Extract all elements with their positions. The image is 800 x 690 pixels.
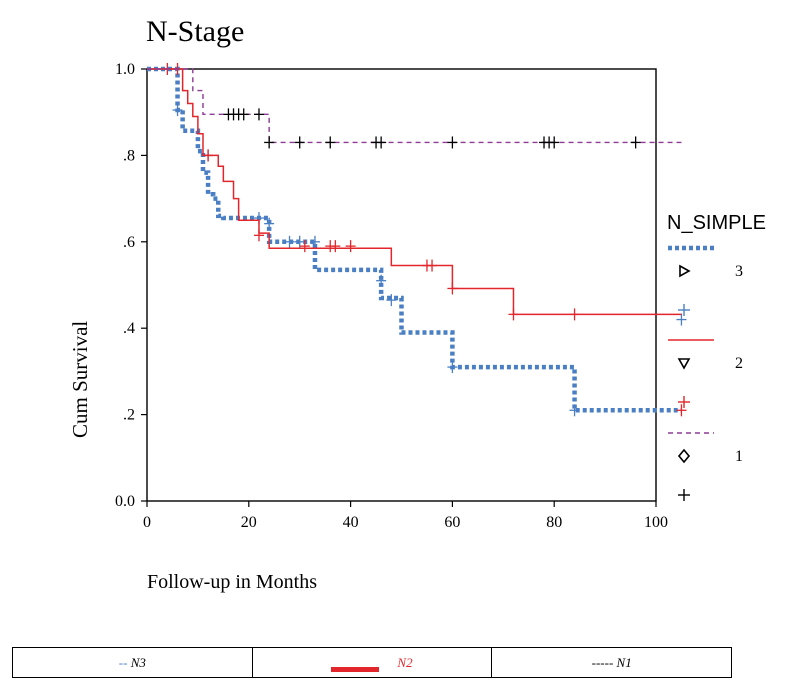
censor-mark-2 [203, 149, 214, 162]
plot-frame [146, 68, 657, 502]
y-axis: 0.0 .2 .4 .6 .8 1.0 [115, 61, 147, 510]
censor-mark-1 [447, 136, 458, 149]
x-tick-label: 40 [343, 514, 359, 531]
legend-label-1: 1 [735, 448, 743, 465]
x-tick-label: 80 [546, 514, 562, 531]
legend: N_SIMPLE 3 2 1 [667, 212, 766, 501]
censor-mark-3 [676, 313, 687, 326]
legend-n1-dash: ----- [591, 654, 617, 670]
y-tick-label: .8 [123, 147, 135, 164]
y-tick-label: 1.0 [115, 61, 135, 78]
censor-mark-2 [508, 308, 519, 321]
censor-mark-1 [376, 136, 387, 149]
km-curve-1 [147, 68, 682, 144]
legend-n1-label: N1 [616, 654, 632, 670]
chart-title: N-Stage [146, 15, 244, 48]
km-curve-2 [147, 68, 682, 316]
censor-mark-3 [172, 104, 183, 117]
y-axis-label: Cum Survival [68, 321, 92, 438]
legend-censor-1 [678, 489, 690, 501]
censor-mark-2 [569, 308, 580, 321]
x-axis: 0 20 40 60 80 100 [143, 501, 668, 531]
censor-mark-3 [264, 217, 275, 230]
y-tick-label: .6 [123, 234, 135, 251]
series-layer [147, 63, 687, 417]
censor-mark-3 [569, 404, 580, 417]
censor-mark-3 [309, 235, 320, 248]
censor-mark-2 [299, 240, 310, 253]
x-tick-label: 60 [444, 514, 460, 531]
legend-n2-label: N2 [397, 654, 413, 670]
censor-mark-1 [294, 136, 305, 149]
legend-symbol-3 [679, 264, 691, 278]
censor-mark-3 [284, 235, 295, 248]
censor-mark-1 [630, 136, 641, 149]
legend-symbol-2 [677, 358, 691, 370]
km-chart: N-Stage 0.0 .2 .4 .6 .8 1.0 0 20 40 60 80 100 Cum … [68, 15, 766, 593]
legend-censor-2 [678, 396, 690, 408]
censor-mark-1 [549, 136, 560, 149]
censor-mark-3 [386, 294, 397, 307]
censor-mark-1 [253, 108, 264, 121]
x-axis-label: Follow-up in Months [147, 571, 317, 593]
km-curve-3 [147, 66, 682, 413]
censor-mark-2 [345, 240, 356, 253]
legend-n3-label: N3 [130, 654, 146, 670]
censor-mark-3 [294, 235, 305, 248]
bottom-legend: -- N3 N2 ----- N1 [12, 647, 732, 678]
censor-mark-2 [427, 259, 438, 272]
censor-mark-2 [253, 229, 264, 242]
censor-mark-3 [447, 361, 458, 374]
bottom-legend-n2: N2 [253, 648, 493, 677]
y-tick-label: .2 [123, 407, 135, 424]
x-tick-label: 0 [143, 514, 151, 531]
y-tick-label: .4 [123, 320, 135, 337]
censor-mark-2 [676, 404, 687, 417]
censor-mark-2 [330, 240, 341, 253]
censor-mark-1 [238, 108, 249, 121]
y-tick-label: 0.0 [115, 493, 135, 510]
legend-n2-swatch [331, 667, 380, 672]
censor-mark-2 [447, 282, 458, 295]
bottom-legend-n3: -- N3 [13, 648, 253, 677]
legend-label-3: 3 [735, 263, 743, 280]
censor-mark-1 [325, 136, 336, 149]
bottom-legend-n1: ----- N1 [492, 648, 731, 677]
x-tick-label: 100 [644, 514, 668, 531]
x-tick-label: 20 [241, 514, 257, 531]
legend-censor-3 [678, 304, 690, 316]
legend-symbol-1 [677, 448, 691, 464]
censor-mark-1 [264, 136, 275, 149]
legend-title: N_SIMPLE [667, 212, 766, 234]
censor-mark-3 [376, 274, 387, 287]
legend-n3-dash: -- [118, 654, 131, 670]
legend-label-2: 2 [735, 355, 743, 372]
